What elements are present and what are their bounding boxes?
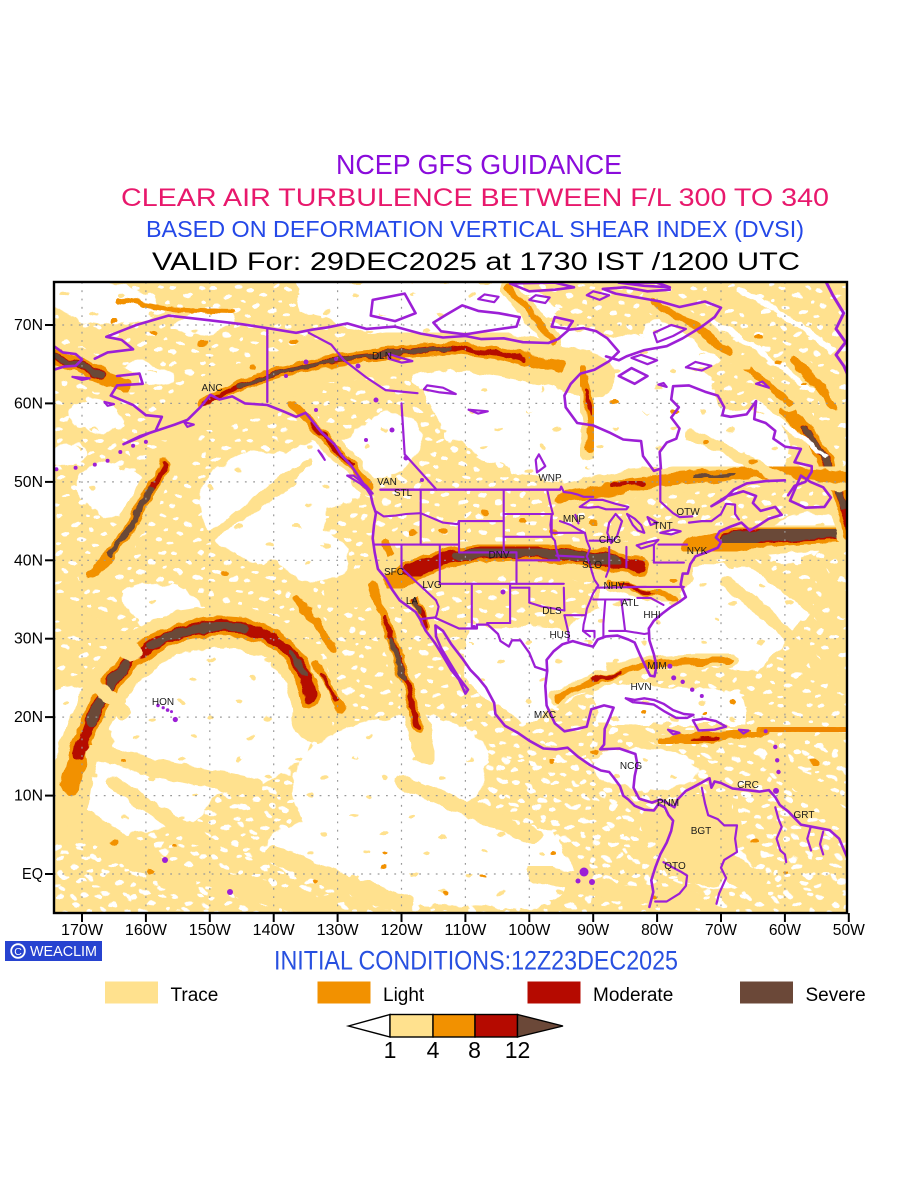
svg-text:QTO: QTO <box>664 861 686 872</box>
svg-text:VAN: VAN <box>377 477 397 488</box>
svg-text:1: 1 <box>384 1037 397 1063</box>
svg-text:50W: 50W <box>833 922 866 939</box>
svg-text:MIM: MIM <box>647 661 666 672</box>
svg-text:SFC: SFC <box>384 567 404 578</box>
svg-text:SLO: SLO <box>582 560 602 571</box>
svg-text:90W: 90W <box>577 922 610 939</box>
svg-text:MXC: MXC <box>534 710 556 721</box>
svg-text:INITIAL CONDITIONS:12Z23DEC202: INITIAL CONDITIONS:12Z23DEC2025 <box>274 946 678 976</box>
svg-text:NCG: NCG <box>620 761 642 772</box>
svg-text:WNP: WNP <box>538 473 562 484</box>
svg-text:ANC: ANC <box>201 383 222 394</box>
svg-text:TNT: TNT <box>653 521 672 532</box>
svg-text:120W: 120W <box>381 922 424 939</box>
svg-text:130W: 130W <box>317 922 360 939</box>
svg-text:10N: 10N <box>14 788 43 805</box>
svg-text:LVG: LVG <box>422 580 441 591</box>
svg-text:HON: HON <box>152 697 174 708</box>
svg-text:40N: 40N <box>14 552 43 569</box>
svg-text:60W: 60W <box>769 922 802 939</box>
svg-text:BASED ON DEFORMATION VERTICAL: BASED ON DEFORMATION VERTICAL SHEAR INDE… <box>146 216 804 242</box>
svg-text:Severe: Severe <box>806 985 866 1006</box>
svg-text:DLN: DLN <box>372 351 392 362</box>
svg-text:VALID For: 29DEC2025 at 1730 I: VALID For: 29DEC2025 at 1730 IST /1200 U… <box>152 248 800 276</box>
svg-text:70N: 70N <box>14 317 43 334</box>
svg-text:CRC: CRC <box>737 780 759 791</box>
svg-text:HHI: HHI <box>643 610 660 621</box>
svg-text:NCEP GFS GUIDANCE: NCEP GFS GUIDANCE <box>336 149 622 180</box>
svg-text:HVN: HVN <box>630 682 651 693</box>
svg-text:60N: 60N <box>14 395 43 412</box>
svg-text:LA: LA <box>406 596 419 607</box>
svg-text:C: C <box>14 946 22 958</box>
svg-text:170W: 170W <box>61 922 104 939</box>
svg-text:Light: Light <box>383 985 425 1006</box>
svg-text:BGT: BGT <box>691 826 712 837</box>
svg-text:MNP: MNP <box>563 514 586 525</box>
svg-text:PNM: PNM <box>657 798 679 809</box>
svg-text:GRT: GRT <box>794 810 815 821</box>
svg-text:DLS: DLS <box>542 606 562 617</box>
svg-text:STL: STL <box>394 488 413 499</box>
svg-text:150W: 150W <box>189 922 232 939</box>
svg-text:12: 12 <box>505 1037 531 1063</box>
svg-text:ATL: ATL <box>621 598 639 609</box>
svg-text:8: 8 <box>468 1037 481 1063</box>
svg-text:DNV: DNV <box>488 550 509 561</box>
svg-text:OTW: OTW <box>676 507 700 518</box>
svg-text:HUS: HUS <box>549 630 570 641</box>
svg-text:80W: 80W <box>641 922 674 939</box>
svg-text:160W: 160W <box>125 922 168 939</box>
svg-text:20N: 20N <box>14 709 43 726</box>
svg-text:CHG: CHG <box>599 535 621 546</box>
svg-text:NYK: NYK <box>687 546 708 557</box>
svg-text:70W: 70W <box>705 922 738 939</box>
svg-text:Trace: Trace <box>171 985 219 1006</box>
svg-text:50N: 50N <box>14 474 43 491</box>
svg-text:110W: 110W <box>444 922 487 939</box>
svg-text:4: 4 <box>427 1037 440 1063</box>
svg-text:EQ: EQ <box>22 866 43 883</box>
svg-text:CLEAR AIR TURBULENCE BETWEEN F: CLEAR AIR TURBULENCE BETWEEN F/L 300 TO … <box>121 184 829 212</box>
svg-text:Moderate: Moderate <box>593 985 673 1006</box>
svg-text:NHV: NHV <box>603 581 624 592</box>
svg-text:30N: 30N <box>14 631 43 648</box>
svg-text:100W: 100W <box>508 922 551 939</box>
svg-text:WEACLIM: WEACLIM <box>30 944 97 960</box>
svg-text:140W: 140W <box>253 922 296 939</box>
